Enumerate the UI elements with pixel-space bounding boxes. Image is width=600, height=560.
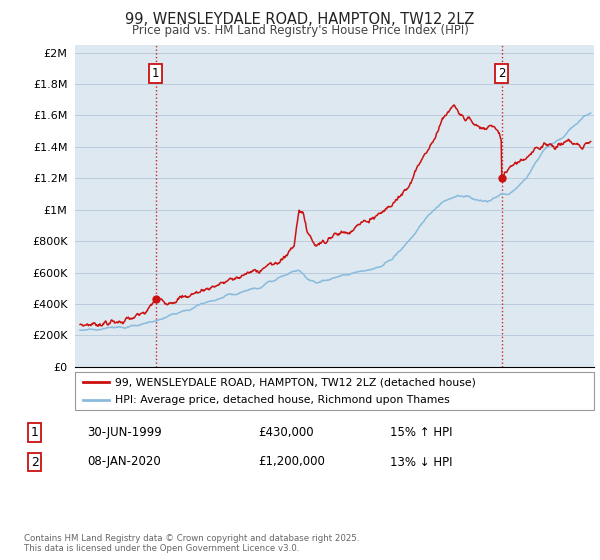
Text: HPI: Average price, detached house, Richmond upon Thames: HPI: Average price, detached house, Rich…	[115, 395, 450, 405]
Text: 15% ↑ HPI: 15% ↑ HPI	[390, 426, 452, 439]
FancyBboxPatch shape	[75, 372, 594, 410]
Text: 1: 1	[152, 67, 160, 80]
Text: Contains HM Land Registry data © Crown copyright and database right 2025.
This d: Contains HM Land Registry data © Crown c…	[24, 534, 359, 553]
Text: 30-JUN-1999: 30-JUN-1999	[87, 426, 162, 439]
Text: 1: 1	[31, 426, 39, 439]
Text: 2: 2	[31, 455, 39, 469]
Text: £1,200,000: £1,200,000	[258, 455, 325, 469]
Text: 99, WENSLEYDALE ROAD, HAMPTON, TW12 2LZ (detached house): 99, WENSLEYDALE ROAD, HAMPTON, TW12 2LZ …	[115, 377, 476, 387]
Text: £430,000: £430,000	[258, 426, 314, 439]
Text: 2: 2	[498, 67, 505, 80]
Text: 13% ↓ HPI: 13% ↓ HPI	[390, 455, 452, 469]
Text: 08-JAN-2020: 08-JAN-2020	[87, 455, 161, 469]
Text: Price paid vs. HM Land Registry's House Price Index (HPI): Price paid vs. HM Land Registry's House …	[131, 24, 469, 36]
Text: 99, WENSLEYDALE ROAD, HAMPTON, TW12 2LZ: 99, WENSLEYDALE ROAD, HAMPTON, TW12 2LZ	[125, 12, 475, 27]
